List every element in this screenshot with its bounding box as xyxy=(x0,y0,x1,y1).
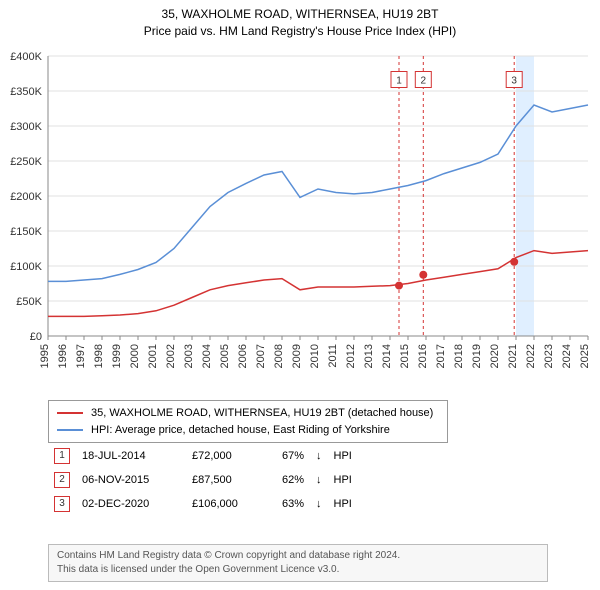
svg-text:2003: 2003 xyxy=(183,344,195,368)
legend-row-hpi: HPI: Average price, detached house, East… xyxy=(57,422,439,439)
event-vs: HPI xyxy=(328,468,358,492)
legend-row-property: 35, WAXHOLME ROAD, WITHERNSEA, HU19 2BT … xyxy=(57,405,439,422)
event-vs: HPI xyxy=(328,492,358,516)
svg-text:1997: 1997 xyxy=(75,344,87,368)
svg-text:2022: 2022 xyxy=(525,344,537,368)
chart-title: 35, WAXHOLME ROAD, WITHERNSEA, HU19 2BT … xyxy=(0,0,600,40)
svg-text:2011: 2011 xyxy=(327,344,339,368)
svg-text:£250K: £250K xyxy=(10,156,42,168)
svg-text:3: 3 xyxy=(511,76,517,87)
event-pct: 67% xyxy=(276,444,310,468)
svg-text:£400K: £400K xyxy=(10,51,42,63)
footer-attribution: Contains HM Land Registry data © Crown c… xyxy=(48,544,548,582)
svg-text:2025: 2025 xyxy=(579,344,591,368)
event-marker-icon: 1 xyxy=(54,448,70,464)
svg-text:2001: 2001 xyxy=(147,344,159,368)
svg-text:£200K: £200K xyxy=(10,191,42,203)
svg-text:2: 2 xyxy=(421,76,427,87)
event-date: 18-JUL-2014 xyxy=(76,444,186,468)
svg-text:1: 1 xyxy=(396,76,402,87)
line-chart: £0 £50K £100K £150K £200K £250K £300K £350K £400… xyxy=(0,46,600,394)
svg-text:2018: 2018 xyxy=(453,344,465,368)
event-pct: 62% xyxy=(276,468,310,492)
title-address: 35, WAXHOLME ROAD, WITHERNSEA, HU19 2BT xyxy=(0,6,600,23)
svg-text:£50K: £50K xyxy=(16,296,42,308)
event-date: 06-NOV-2015 xyxy=(76,468,186,492)
event-row: 1 18-JUL-2014£72,00067%↓HPI xyxy=(48,444,358,468)
svg-text:£100K: £100K xyxy=(10,261,42,273)
svg-text:1999: 1999 xyxy=(111,344,123,368)
svg-text:2014: 2014 xyxy=(381,344,393,368)
svg-text:2015: 2015 xyxy=(399,344,411,368)
svg-text:2010: 2010 xyxy=(309,344,321,368)
svg-text:2019: 2019 xyxy=(471,344,483,368)
svg-text:2016: 2016 xyxy=(417,344,429,368)
event-direction-icon: ↓ xyxy=(310,492,328,516)
legend-swatch-property xyxy=(57,412,83,414)
svg-text:2013: 2013 xyxy=(363,344,375,368)
event-vs: HPI xyxy=(328,444,358,468)
event-row: 3 02-DEC-2020£106,00063%↓HPI xyxy=(48,492,358,516)
svg-text:2004: 2004 xyxy=(201,344,213,368)
footer-line1: Contains HM Land Registry data © Crown c… xyxy=(57,549,539,563)
legend-swatch-hpi xyxy=(57,429,83,431)
svg-text:2023: 2023 xyxy=(543,344,555,368)
svg-text:2017: 2017 xyxy=(435,344,447,368)
svg-text:1998: 1998 xyxy=(93,344,105,368)
legend: 35, WAXHOLME ROAD, WITHERNSEA, HU19 2BT … xyxy=(48,400,448,443)
svg-text:2021: 2021 xyxy=(507,344,519,368)
svg-text:2008: 2008 xyxy=(273,344,285,368)
event-date: 02-DEC-2020 xyxy=(76,492,186,516)
event-price: £72,000 xyxy=(186,444,276,468)
svg-text:1996: 1996 xyxy=(57,344,69,368)
event-direction-icon: ↓ xyxy=(310,468,328,492)
svg-text:£150K: £150K xyxy=(10,226,42,238)
svg-text:2000: 2000 xyxy=(129,344,141,368)
footer-line2: This data is licensed under the Open Gov… xyxy=(57,563,539,577)
svg-text:£300K: £300K xyxy=(10,121,42,133)
title-subtitle: Price paid vs. HM Land Registry's House … xyxy=(0,23,600,40)
events-table: 1 18-JUL-2014£72,00067%↓HPI 2 06-NOV-2015£8… xyxy=(48,444,548,516)
svg-text:2024: 2024 xyxy=(561,344,573,368)
svg-text:2009: 2009 xyxy=(291,344,303,368)
svg-text:2006: 2006 xyxy=(237,344,249,368)
event-marker-icon: 2 xyxy=(54,472,70,488)
svg-text:£350K: £350K xyxy=(10,86,42,98)
legend-label-hpi: HPI: Average price, detached house, East… xyxy=(91,422,390,439)
event-row: 2 06-NOV-2015£87,50062%↓HPI xyxy=(48,468,358,492)
event-price: £87,500 xyxy=(186,468,276,492)
legend-label-property: 35, WAXHOLME ROAD, WITHERNSEA, HU19 2BT … xyxy=(91,405,433,422)
svg-text:2007: 2007 xyxy=(255,344,267,368)
chart-area: £0 £50K £100K £150K £200K £250K £300K £350K £400… xyxy=(0,46,600,394)
svg-text:2012: 2012 xyxy=(345,344,357,368)
event-pct: 63% xyxy=(276,492,310,516)
event-direction-icon: ↓ xyxy=(310,444,328,468)
event-marker-icon: 3 xyxy=(54,496,70,512)
svg-text:£0: £0 xyxy=(30,331,42,343)
svg-text:2020: 2020 xyxy=(489,344,501,368)
event-price: £106,000 xyxy=(186,492,276,516)
svg-text:1995: 1995 xyxy=(39,344,51,368)
svg-text:2002: 2002 xyxy=(165,344,177,368)
svg-text:2005: 2005 xyxy=(219,344,231,368)
